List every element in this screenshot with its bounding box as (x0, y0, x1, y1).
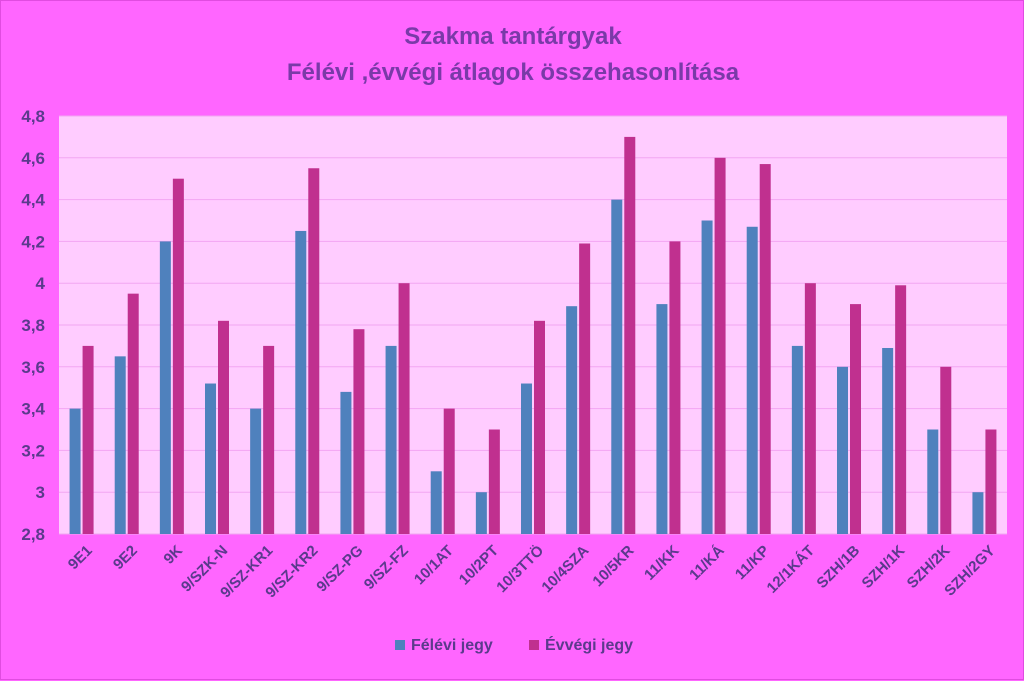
bar-felevi (566, 306, 578, 534)
bar-felevi (340, 391, 352, 534)
bar-felevi (114, 356, 126, 534)
x-tick-label: SZH/1B (813, 542, 863, 592)
bar-felevi (656, 304, 668, 534)
x-tick-label: 10/5KR (589, 542, 637, 590)
bar-evvegi (263, 345, 275, 534)
x-tick-label: 11/KP (732, 542, 773, 583)
legend-label-evvegi: Évvégi jegy (545, 635, 633, 654)
bar-evvegi (850, 304, 861, 534)
x-tick-label: SZH/1K (859, 542, 909, 592)
bar-felevi (475, 492, 487, 534)
bar-evvegi (82, 345, 94, 534)
legend-swatch-evvegi (529, 640, 539, 650)
bar-evvegi (985, 429, 997, 534)
bar-evvegi (534, 320, 545, 534)
x-tick-label: 10/1AT (411, 542, 457, 588)
bar-evvegi (398, 283, 410, 534)
x-tick-label: 9E1 (65, 542, 96, 573)
bar-felevi (746, 226, 758, 534)
chart-subtitle: Félévi ,évvégi átlagok összehasonlítása (286, 59, 740, 86)
bar-felevi (250, 408, 262, 534)
bar-evvegi (895, 285, 907, 534)
bar-evvegi (714, 157, 726, 535)
bar-evvegi (353, 329, 365, 534)
y-tick-label: 4,2 (21, 232, 45, 251)
x-tick-label: 11/KÁ (686, 542, 728, 584)
y-tick-label: 4,6 (21, 149, 45, 168)
bar-felevi (882, 347, 894, 534)
bar-felevi (295, 230, 307, 534)
bar-evvegi (669, 241, 681, 534)
bar-evvegi (127, 293, 139, 534)
y-tick-label: 3,2 (21, 441, 45, 460)
bar-evvegi (172, 178, 184, 534)
bar-felevi (521, 383, 532, 534)
legend-swatch-felevi (395, 640, 405, 650)
bar-evvegi (488, 429, 500, 534)
bar-felevi (69, 408, 81, 534)
bar-felevi (927, 429, 939, 534)
bar-felevi (791, 345, 803, 534)
bar-felevi (611, 199, 623, 534)
legend-label-felevi: Félévi jegy (411, 637, 493, 654)
y-tick-label: 3,6 (21, 358, 45, 377)
bar-evvegi (218, 320, 229, 534)
x-tick-label: 10/4SZA (538, 542, 592, 596)
chart-title: Szakma tantárgyak (404, 23, 622, 50)
y-tick-label: 4,8 (21, 107, 45, 126)
bar-felevi (159, 241, 171, 534)
y-tick-label: 3,8 (21, 316, 45, 335)
bar-felevi (837, 366, 848, 534)
y-tick-label: 4,4 (21, 191, 45, 210)
bar-evvegi (579, 243, 591, 535)
x-tick-label: 9K (160, 542, 186, 568)
y-tick-label: 3 (36, 483, 45, 502)
bar-felevi (385, 345, 397, 534)
x-tick-label: 10/3TTÖ (493, 542, 547, 596)
x-tick-label: 12/1KÁT (764, 542, 818, 596)
x-tick-label: 9/SZ-PG (313, 542, 366, 595)
y-tick-label: 3,4 (21, 400, 45, 419)
bar-evvegi (443, 408, 455, 534)
bar-felevi (972, 492, 984, 534)
y-tick-label: 4 (36, 274, 46, 293)
bar-felevi (205, 383, 216, 534)
x-tick-label: 11/KK (641, 542, 683, 584)
bar-evvegi (804, 283, 816, 534)
bar-evvegi (624, 136, 636, 534)
x-tick-label: 9E2 (110, 542, 141, 573)
y-tick-label: 2,8 (21, 525, 45, 544)
bar-felevi (430, 471, 442, 534)
bar-evvegi (759, 164, 771, 534)
bar-evvegi (940, 366, 952, 534)
bar-felevi (701, 220, 713, 534)
bar-evvegi (308, 168, 320, 534)
x-tick-label: 9/SZ-FZ (361, 542, 412, 593)
